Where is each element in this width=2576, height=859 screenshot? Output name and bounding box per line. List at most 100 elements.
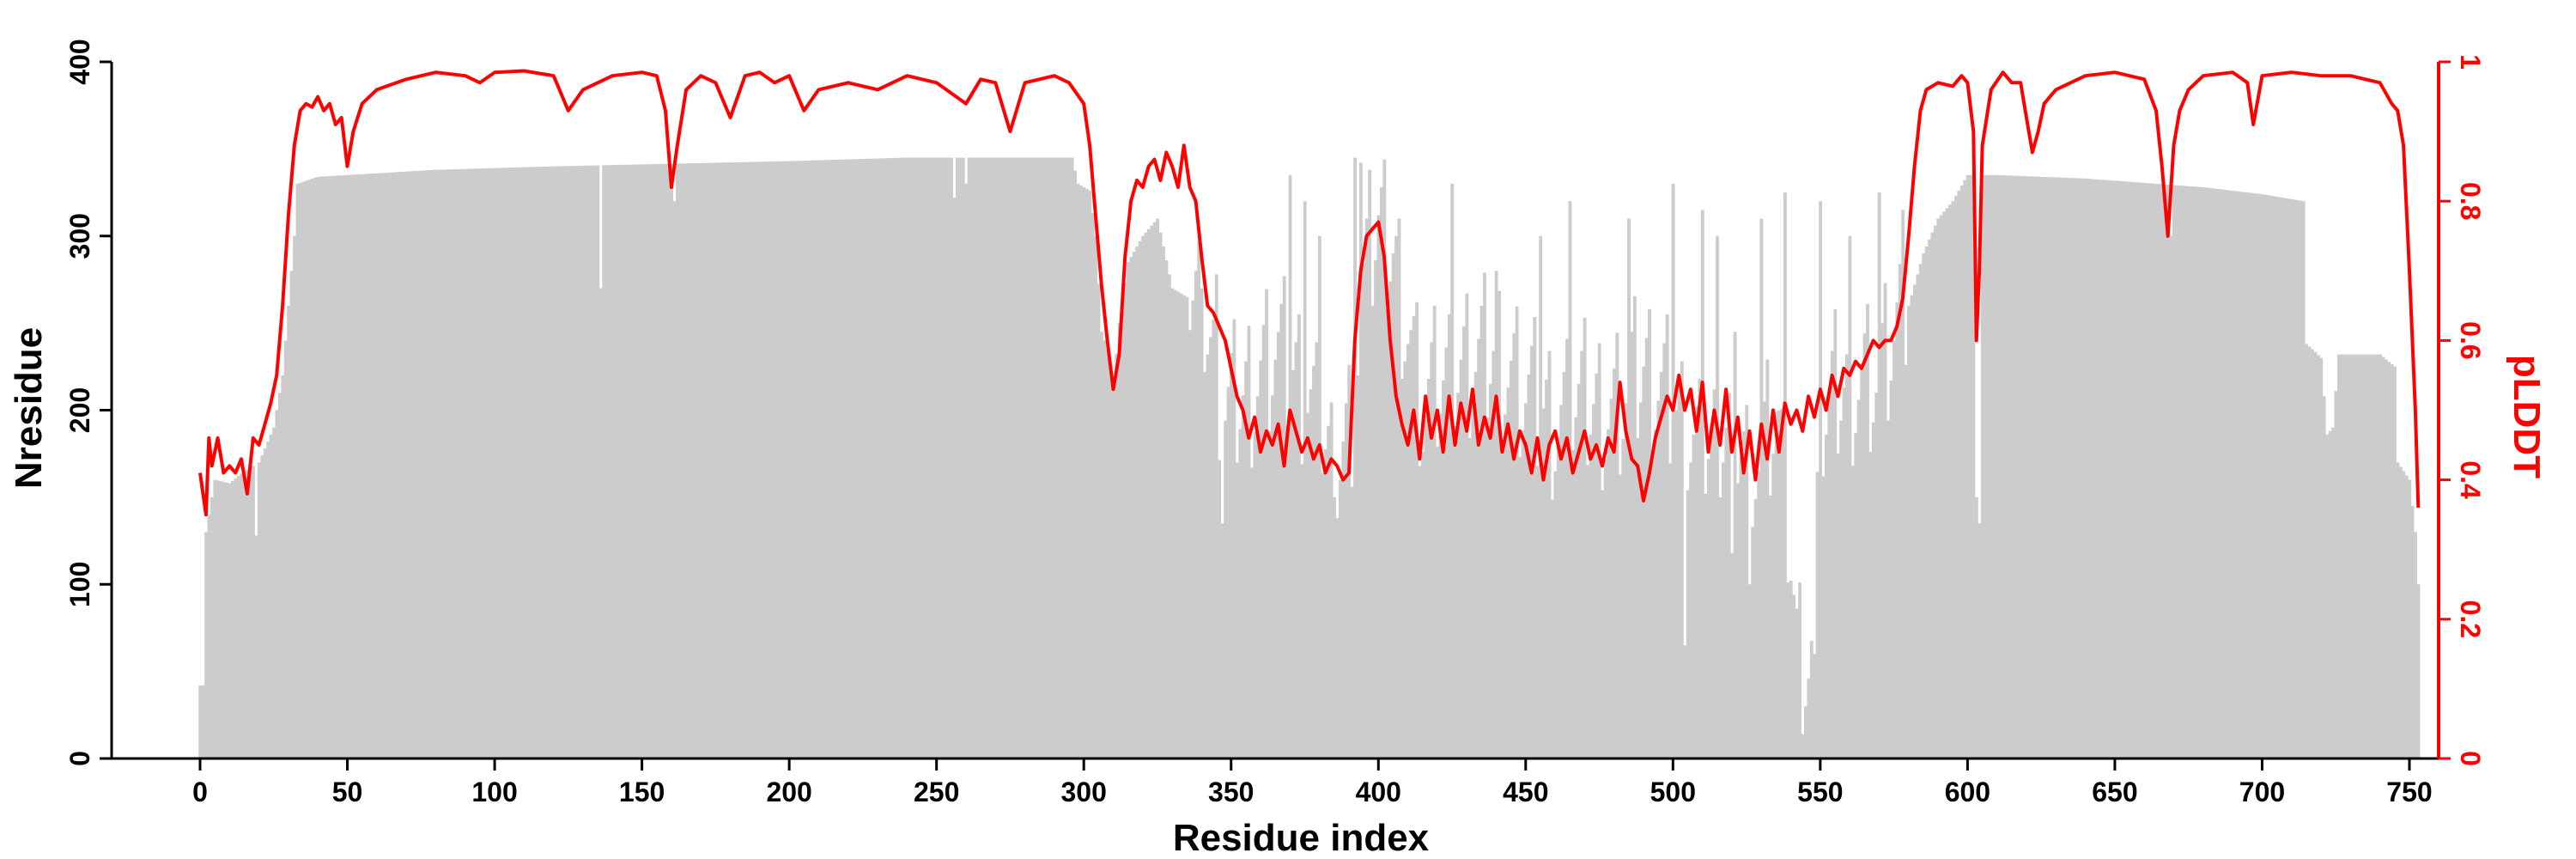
- nresidue-bar: [658, 163, 662, 758]
- nresidue-bar: [2372, 354, 2376, 758]
- nresidue-bar: [997, 157, 1000, 758]
- nresidue-bar: [964, 183, 969, 758]
- nresidue-bar: [396, 172, 399, 759]
- nresidue-bar: [1650, 458, 1655, 758]
- nresidue-bar: [1665, 314, 1669, 758]
- nresidue-bars: [198, 157, 2421, 759]
- nresidue-bar: [1049, 157, 1054, 758]
- nresidue-bar: [2378, 354, 2382, 758]
- nresidue-bar: [2416, 584, 2421, 758]
- nresidue-bar: [380, 173, 385, 759]
- x-tick-label: 750: [2386, 777, 2432, 807]
- nresidue-bar: [2025, 176, 2029, 758]
- nresidue-bar: [1871, 422, 1875, 758]
- nresidue-bar: [2140, 182, 2143, 758]
- nresidue-bar: [363, 174, 368, 758]
- nresidue-bar: [2278, 197, 2282, 758]
- nresidue-bar: [1067, 157, 1072, 758]
- nresidue-bar: [448, 169, 453, 758]
- nresidue-bar: [260, 455, 264, 758]
- nresidue-bar: [1002, 157, 1006, 758]
- nresidue-bar: [991, 157, 994, 758]
- nresidue-bar: [858, 159, 862, 758]
- nresidue-bar: [1185, 296, 1189, 759]
- nresidue-bar: [2410, 506, 2415, 758]
- nresidue-bar: [428, 170, 432, 759]
- nresidue-bar: [884, 158, 889, 759]
- nresidue-bar: [967, 157, 971, 758]
- nresidue-bar: [1656, 400, 1661, 758]
- nresidue-bar: [2116, 180, 2120, 758]
- nresidue-bar: [1132, 252, 1136, 758]
- nresidue-bar: [236, 476, 240, 758]
- nresidue-bar: [1686, 490, 1690, 758]
- nresidue-bar: [2151, 183, 2155, 759]
- nresidue-bar: [519, 167, 524, 758]
- nresidue-bar: [1394, 235, 1398, 758]
- nresidue-bar: [1244, 361, 1248, 758]
- nresidue-bar: [1008, 157, 1012, 758]
- nresidue-bar: [1338, 479, 1342, 758]
- nresidue-bar: [690, 163, 695, 758]
- nresidue-bar: [1356, 375, 1360, 758]
- nresidue-bar: [1589, 434, 1593, 758]
- nresidue-bar: [1347, 364, 1352, 758]
- nresidue-bar: [1825, 434, 1828, 758]
- nresidue-bar: [1928, 239, 1931, 758]
- nresidue-bar: [802, 161, 806, 758]
- nresidue-bar: [2021, 176, 2026, 758]
- nresidue-bar: [1795, 608, 1799, 758]
- y-right-tick-label: 0: [2455, 751, 2486, 766]
- nresidue-bar: [1426, 379, 1431, 758]
- nresidue-bar: [1559, 405, 1564, 758]
- nresidue-bar: [708, 162, 712, 758]
- nresidue-bar: [513, 167, 518, 759]
- nresidue-bar: [676, 163, 679, 758]
- nresidue-bar: [646, 164, 650, 759]
- nresidue-bar: [437, 169, 440, 759]
- nresidue-bar: [219, 481, 223, 758]
- nresidue-bar: [1479, 305, 1484, 759]
- nresidue-bar: [1565, 338, 1569, 758]
- nresidue-bar: [402, 171, 405, 758]
- nresidue-bar: [1541, 408, 1546, 758]
- nresidue-bar: [2089, 179, 2093, 759]
- nresidue-bar: [1267, 430, 1272, 758]
- nresidue-bar: [334, 175, 337, 759]
- nresidue-bar: [1974, 497, 1978, 759]
- nresidue-bar: [263, 448, 267, 758]
- nresidue-bar: [2130, 181, 2135, 758]
- nresidue-bar: [2069, 178, 2073, 759]
- nresidue-bar: [2010, 175, 2014, 758]
- nresidue-bar: [1368, 169, 1372, 758]
- nresidue-bar: [325, 176, 329, 758]
- nresidue-bar: [1998, 174, 2002, 759]
- nresidue-bar: [1868, 452, 1873, 758]
- nresidue-bar: [614, 165, 617, 759]
- nresidue-bar: [2251, 192, 2256, 758]
- nresidue-bar: [1789, 581, 1793, 758]
- nresidue-bar: [2202, 186, 2205, 759]
- nresidue-bar: [1550, 499, 1554, 758]
- nresidue-bar: [888, 158, 891, 758]
- nresidue-bar: [339, 175, 343, 758]
- nresidue-bar: [693, 163, 697, 758]
- nresidue-bar: [2051, 177, 2055, 759]
- nresidue-bar: [1473, 371, 1478, 758]
- nresidue-bar: [2249, 192, 2252, 759]
- nresidue-bar: [1388, 281, 1393, 759]
- nresidue-bar: [1618, 474, 1622, 758]
- nresidue-bar: [1830, 350, 1834, 758]
- nresidue-bar: [746, 161, 750, 758]
- nresidue-bar: [952, 198, 957, 758]
- nresidue-bar: [2363, 354, 2367, 758]
- nresidue-bar: [2263, 194, 2268, 759]
- nresidue-bar: [761, 161, 765, 758]
- nresidue-bar: [307, 180, 312, 759]
- nresidue-bar: [1306, 412, 1310, 758]
- nresidue-bar: [1061, 157, 1066, 758]
- nresidue-bar: [425, 170, 429, 758]
- nresidue-bar: [1939, 215, 1943, 759]
- nresidue-bar: [1321, 472, 1325, 758]
- nresidue-bar: [443, 169, 447, 758]
